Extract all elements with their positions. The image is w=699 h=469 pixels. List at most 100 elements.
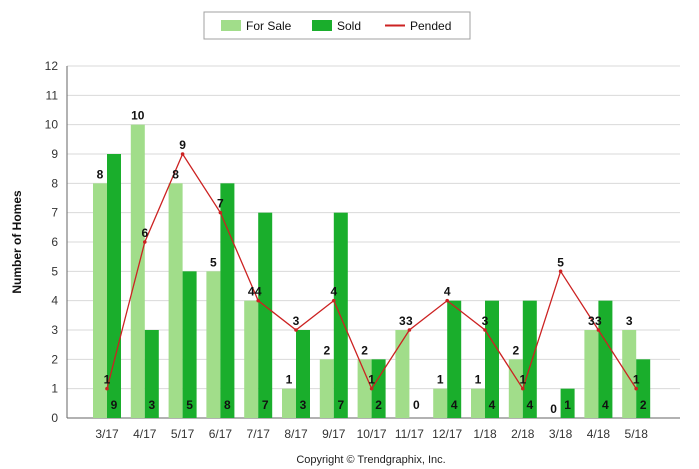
legend: For Sale Sold Pended — [203, 11, 471, 40]
data-label-pended: 3 — [406, 314, 413, 328]
data-label-pended: 1 — [104, 373, 111, 387]
data-label-for-sale: 0 — [550, 402, 557, 416]
data-label-for-sale: 1 — [286, 373, 293, 387]
data-label-sold: 8 — [224, 398, 231, 412]
legend-swatch-sold — [312, 20, 332, 31]
y-tick-label: 11 — [46, 88, 59, 102]
bar-sold — [371, 359, 386, 418]
point-pended — [143, 240, 147, 244]
data-label-pended: 3 — [293, 314, 300, 328]
y-tick-label: 5 — [51, 264, 58, 278]
point-pended — [369, 386, 374, 391]
data-label-sold: 2 — [640, 398, 647, 412]
data-label-for-sale: 2 — [512, 343, 519, 357]
bar-sold — [258, 212, 273, 418]
data-label-sold: 3 — [300, 398, 307, 412]
y-tick-label: 1 — [51, 382, 58, 396]
x-tick-label: 2/18 — [511, 427, 535, 441]
data-label-for-sale: 10 — [131, 109, 145, 123]
bar-sold — [636, 359, 651, 418]
bar-for-sale — [282, 388, 296, 418]
bar-for-sale — [357, 359, 372, 418]
data-label-pended: 5 — [557, 255, 564, 269]
data-label-sold: 2 — [375, 398, 382, 412]
point-pended — [256, 298, 261, 303]
y-tick-label: 4 — [51, 294, 58, 308]
legend-swatch-for-sale — [221, 20, 241, 31]
y-tick-label: 3 — [51, 323, 58, 337]
x-tick-label: 6/17 — [209, 427, 233, 441]
bar-sold — [107, 154, 121, 418]
bar-for-sale — [508, 359, 523, 418]
bar-for-sale — [584, 330, 599, 418]
y-tick-label: 0 — [51, 411, 58, 425]
data-label-for-sale: 3 — [399, 314, 406, 328]
data-label-for-sale: 8 — [97, 167, 104, 181]
data-label-pended: 1 — [368, 373, 375, 387]
point-pended — [558, 269, 563, 274]
data-label-pended: 4 — [444, 285, 451, 299]
data-label-sold: 3 — [148, 398, 155, 412]
data-label-for-sale: 8 — [172, 167, 179, 181]
point-pended — [634, 386, 638, 391]
point-pended — [521, 386, 525, 391]
data-label-pended: 3 — [595, 314, 602, 328]
data-label-pended: 4 — [255, 285, 262, 299]
data-label-pended: 7 — [217, 197, 224, 211]
data-label-sold: 4 — [451, 398, 458, 412]
bar-sold — [447, 300, 462, 418]
data-label-for-sale: 5 — [210, 255, 217, 269]
legend-label-sold: Sold — [337, 19, 361, 33]
bar-sold — [485, 300, 499, 418]
x-tick-label: 7/17 — [247, 427, 271, 441]
data-label-pended: 1 — [633, 373, 640, 387]
x-tick-label: 9/17 — [322, 427, 346, 441]
bar-sold — [296, 330, 310, 418]
y-tick-label: 8 — [51, 176, 58, 190]
data-label-sold: 4 — [526, 398, 533, 412]
data-label-sold: 7 — [262, 398, 269, 412]
bar-for-sale — [93, 183, 107, 418]
bar-for-sale — [168, 183, 183, 418]
data-label-pended: 1 — [519, 373, 526, 387]
data-label-pended: 4 — [330, 285, 337, 299]
data-label-pended: 3 — [482, 314, 489, 328]
legend-label-for-sale: For Sale — [246, 19, 292, 33]
x-tick-label: 11/17 — [395, 427, 424, 441]
x-tick-label: 10/17 — [357, 427, 387, 441]
data-label-for-sale: 1 — [437, 373, 444, 387]
bar-for-sale — [319, 359, 334, 418]
data-label-pended: 6 — [141, 226, 148, 240]
bar-sold — [182, 271, 197, 418]
y-tick-label: 9 — [51, 147, 58, 161]
x-tick-label: 5/18 — [625, 427, 649, 441]
data-label-for-sale: 4 — [248, 285, 255, 299]
data-label-pended: 9 — [179, 138, 186, 152]
y-tick-label: 7 — [51, 206, 58, 220]
data-label-for-sale: 3 — [626, 314, 633, 328]
x-tick-label: 8/17 — [284, 427, 308, 441]
x-tick-label: 5/17 — [171, 427, 195, 441]
x-tick-label: 3/17 — [95, 427, 119, 441]
point-pended — [294, 328, 298, 332]
bar-sold — [522, 300, 537, 418]
x-tick-label: 3/18 — [549, 427, 573, 441]
data-label-for-sale: 3 — [588, 314, 595, 328]
bar-for-sale — [471, 388, 485, 418]
legend-label-pended: Pended — [410, 19, 451, 33]
point-pended — [407, 328, 412, 332]
data-label-sold: 7 — [337, 398, 344, 412]
copyright-footer: Copyright © Trendgraphix, Inc. — [296, 454, 445, 466]
data-label-sold: 5 — [186, 398, 193, 412]
bar-for-sale — [433, 388, 448, 418]
data-label-sold: 0 — [413, 398, 420, 412]
bar-for-sale — [395, 330, 410, 418]
data-label-sold: 1 — [564, 398, 571, 412]
point-pended — [483, 328, 487, 332]
bar-sold — [598, 300, 613, 418]
x-tick-label: 4/18 — [587, 427, 611, 441]
y-axis-title: Number of Homes — [10, 190, 24, 294]
data-label-for-sale: 2 — [361, 343, 368, 357]
data-label-sold: 9 — [111, 398, 118, 412]
y-tick-label: 12 — [45, 59, 59, 73]
